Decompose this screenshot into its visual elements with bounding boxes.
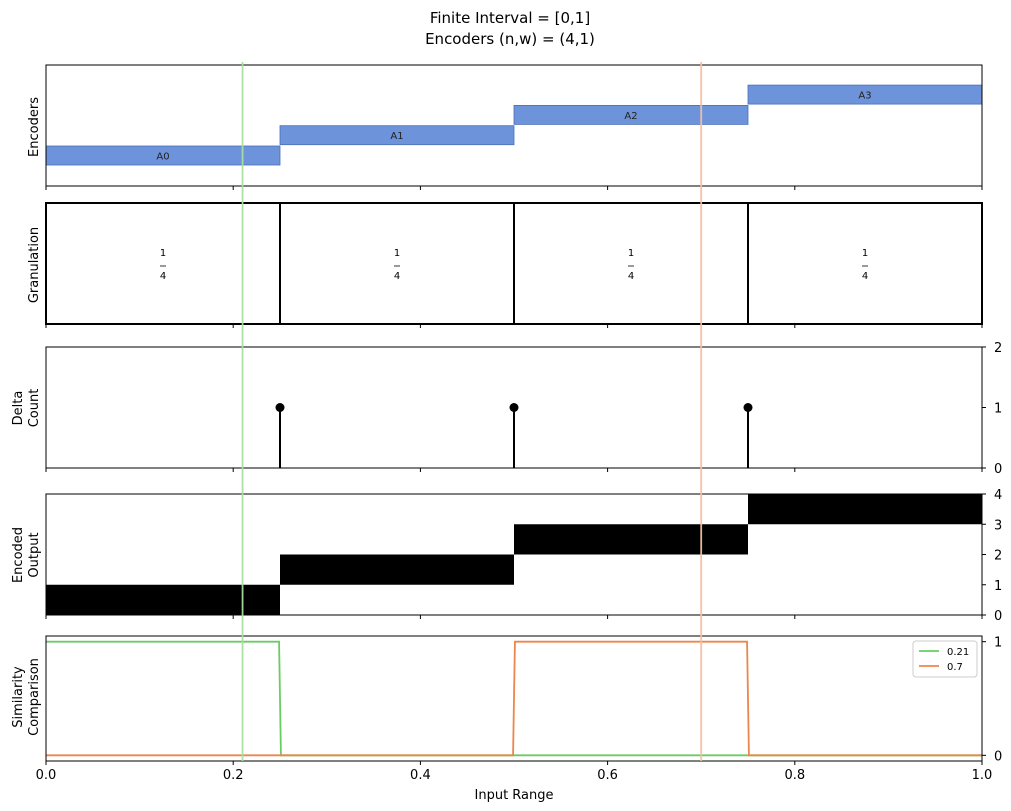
encoder-label: A2 bbox=[624, 111, 637, 122]
x-tick-label: 0.2 bbox=[223, 768, 244, 783]
y-tick-label: 2 bbox=[994, 341, 1002, 356]
similarity-line-1 bbox=[46, 640, 982, 757]
similarity-comparison-panel: 0.0 0.2 0.4 0.6 0.8 1.00 1 bbox=[36, 635, 1002, 783]
granule-numerator: 1 bbox=[160, 248, 166, 259]
granule-cell bbox=[45, 202, 281, 325]
similarity-ylabel-line-1: Similarity bbox=[11, 666, 26, 728]
y-tick-label: 2 bbox=[994, 549, 1002, 564]
legend-box bbox=[912, 640, 978, 678]
x-tick-label: 1.0 bbox=[972, 768, 993, 783]
encoded-bit-block bbox=[748, 494, 982, 525]
y-tick-label: 0 bbox=[994, 462, 1002, 477]
similarity-legend: 0.21 0.7 bbox=[912, 640, 978, 678]
x-tick-label: 0.0 bbox=[36, 768, 57, 783]
encoded-ylabel-line-2: Output bbox=[27, 532, 42, 577]
encoder-label: A1 bbox=[390, 131, 403, 142]
chart-title-line-2: Encoders (n,w) = (4,1) bbox=[425, 30, 595, 48]
x-tick-label: 0.6 bbox=[597, 768, 618, 783]
delta-marker bbox=[509, 403, 519, 412]
granule-cell bbox=[747, 202, 983, 325]
granule-denominator: 4 bbox=[394, 271, 400, 282]
encoded-bit-block bbox=[514, 524, 748, 555]
y-tick-label: 0 bbox=[994, 609, 1002, 624]
granule-cell bbox=[279, 202, 515, 325]
delta-marker bbox=[743, 403, 753, 412]
x-tick-label: 0.8 bbox=[784, 768, 805, 783]
similarity-ylabel-line-2: Comparison bbox=[27, 658, 42, 736]
encoders-frame bbox=[45, 64, 983, 187]
delta-ylabel-line-2: Count bbox=[27, 389, 42, 428]
granule-numerator: 1 bbox=[628, 248, 634, 259]
granulation-ylabel: Granulation bbox=[27, 227, 42, 303]
y-tick-label: 0 bbox=[994, 749, 1002, 764]
encoder-bar bbox=[279, 125, 515, 146]
delta-count-panel: 0 1 2 bbox=[45, 341, 1002, 477]
y-tick-label: 1 bbox=[994, 636, 1002, 651]
encoder-label: A3 bbox=[858, 91, 871, 102]
granule-numerator: 1 bbox=[394, 248, 400, 259]
y-tick-label: 1 bbox=[994, 579, 1002, 594]
granule-numerator: 1 bbox=[862, 248, 868, 259]
encoder-label: A0 bbox=[156, 152, 169, 163]
x-axis-label: Input Range bbox=[475, 788, 554, 803]
granule-cell bbox=[513, 202, 749, 325]
encoded-ylabel-line-1: Encoded bbox=[11, 527, 26, 583]
reference-lines bbox=[241, 62, 703, 761]
granule-denominator: 4 bbox=[160, 271, 166, 282]
granulation-panel: 1 4 1 4 1 4 1 4 bbox=[45, 202, 983, 328]
granule-denominator: 4 bbox=[628, 271, 634, 282]
y-tick-label: 3 bbox=[994, 518, 1002, 533]
legend-entry: 0.21 bbox=[947, 647, 969, 658]
similarity-line-0 bbox=[46, 640, 982, 757]
encoders-ylabel: Encoders bbox=[27, 97, 42, 157]
chart-title-line-1: Finite Interval = [0,1] bbox=[430, 9, 590, 27]
granule-denominator: 4 bbox=[862, 271, 868, 282]
x-tick-label: 0.4 bbox=[410, 768, 431, 783]
encoder-bar bbox=[513, 105, 749, 125]
y-tick-label: 1 bbox=[994, 402, 1002, 417]
encoders-panel: A0 A1 A2 A3 bbox=[45, 64, 983, 190]
y-tick-label: 4 bbox=[994, 488, 1002, 503]
encoded-bit-block bbox=[280, 554, 514, 585]
delta-marker bbox=[275, 403, 285, 412]
encoded-bit-block bbox=[46, 584, 280, 615]
delta-ylabel-line-1: Delta bbox=[11, 391, 26, 426]
encoded-output-panel: 0 1 2 3 4 bbox=[45, 488, 1002, 624]
legend-entry: 0.7 bbox=[947, 662, 963, 673]
similarity-frame bbox=[45, 635, 983, 762]
